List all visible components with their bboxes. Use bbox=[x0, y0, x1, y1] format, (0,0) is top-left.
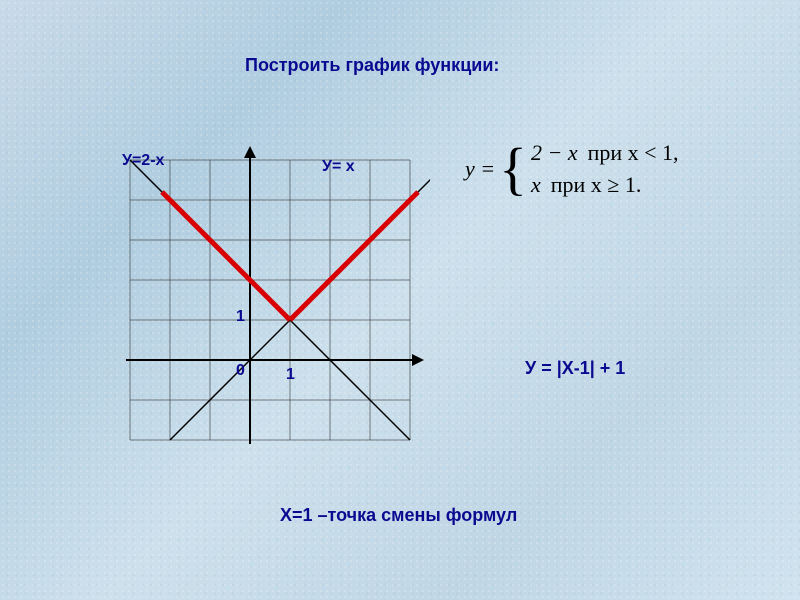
piecewise-formula: y = { 2 − x при x < 1, x при x ≥ 1. bbox=[465, 140, 679, 198]
page-title: Построить график функции: bbox=[245, 55, 499, 76]
piece1-expr: 2 − x bbox=[531, 140, 578, 166]
brace-icon: { bbox=[499, 140, 527, 198]
line-label-right: У= х bbox=[322, 158, 355, 176]
chart-container: У=2-х У= х 1 0 1 bbox=[90, 140, 410, 460]
tick-label-1y: 1 bbox=[236, 308, 245, 326]
piece1-cond: при x < 1, bbox=[588, 140, 679, 166]
formula-pieces: 2 − x при x < 1, x при x ≥ 1. bbox=[531, 140, 679, 198]
piece-1: 2 − x при x < 1, bbox=[531, 140, 679, 166]
function-graph bbox=[90, 140, 430, 470]
piece2-cond: при x ≥ 1. bbox=[551, 172, 642, 198]
line-label-left: У=2-х bbox=[122, 152, 164, 170]
piece-2: x при x ≥ 1. bbox=[531, 172, 679, 198]
footnote: Х=1 –точка смены формул bbox=[280, 505, 517, 526]
formula-lhs: y = bbox=[465, 156, 495, 182]
tick-label-1x: 1 bbox=[286, 366, 295, 384]
tick-label-0: 0 bbox=[236, 362, 245, 380]
absolute-value-equation: У = |Х-1| + 1 bbox=[525, 358, 625, 379]
piece2-expr: x bbox=[531, 172, 541, 198]
